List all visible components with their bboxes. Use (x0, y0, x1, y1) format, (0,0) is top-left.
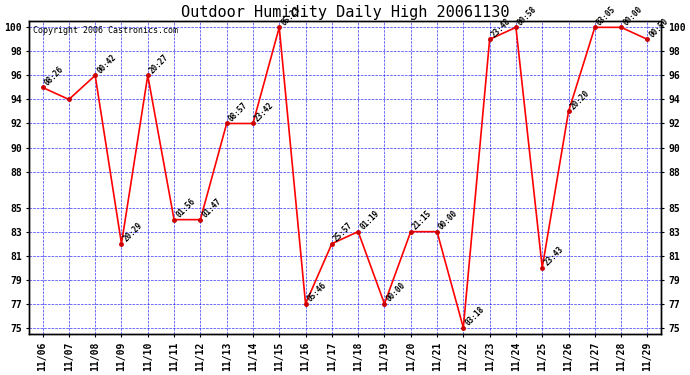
Text: 21:15: 21:15 (411, 209, 433, 232)
Text: 20:20: 20:20 (569, 89, 591, 111)
Text: 23:48: 23:48 (490, 16, 513, 39)
Text: 20:29: 20:29 (121, 221, 144, 244)
Text: 00:42: 00:42 (95, 53, 118, 75)
Title: Outdoor Humidity Daily High 20061130: Outdoor Humidity Daily High 20061130 (181, 5, 509, 20)
Text: 00:00: 00:00 (621, 4, 644, 27)
Text: 08:26: 08:26 (43, 65, 66, 87)
Text: 01:56: 01:56 (174, 197, 197, 220)
Text: 03:18: 03:18 (464, 305, 486, 328)
Text: 23:43: 23:43 (542, 245, 565, 268)
Text: 00:58: 00:58 (516, 4, 539, 27)
Text: 08:57: 08:57 (226, 101, 249, 123)
Text: 23:42: 23:42 (253, 101, 276, 123)
Text: 20:27: 20:27 (148, 53, 170, 75)
Text: 05:46: 05:46 (306, 281, 328, 304)
Text: 01:19: 01:19 (358, 209, 381, 232)
Text: 03:05: 03:05 (595, 4, 618, 27)
Text: 05:23: 05:23 (279, 4, 302, 27)
Text: Copyright 2006 Castronics.com: Copyright 2006 Castronics.com (32, 26, 177, 35)
Text: 00:50: 00:50 (647, 16, 670, 39)
Text: 01:47: 01:47 (200, 197, 223, 220)
Text: 25:57: 25:57 (332, 221, 355, 244)
Text: 00:00: 00:00 (437, 209, 460, 232)
Text: 00:00: 00:00 (384, 281, 407, 304)
